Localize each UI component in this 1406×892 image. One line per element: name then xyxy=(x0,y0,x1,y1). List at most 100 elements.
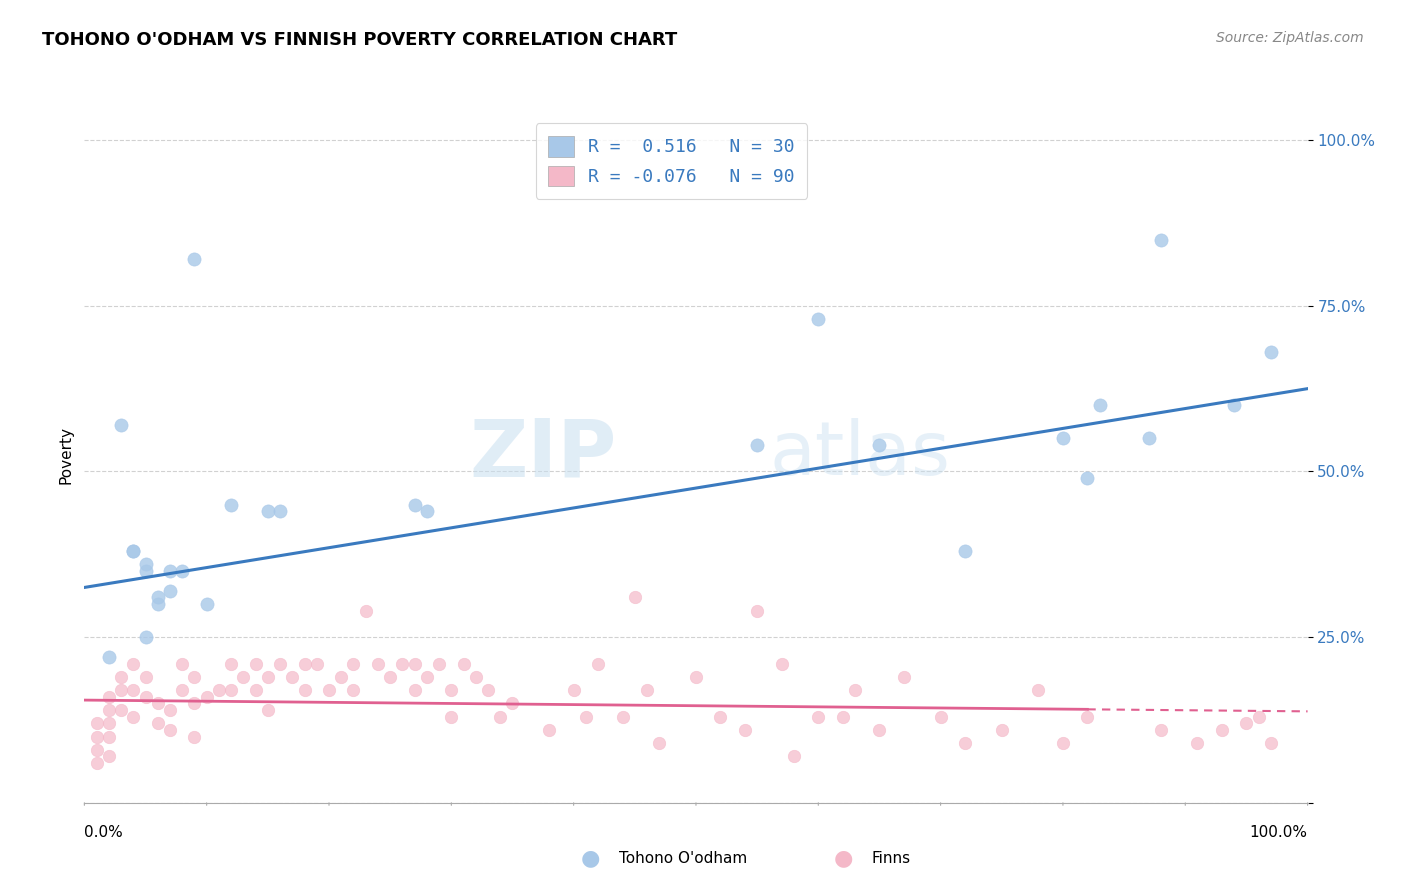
Point xyxy=(245,657,267,671)
Text: Tohono O'odham: Tohono O'odham xyxy=(619,851,747,865)
Point xyxy=(807,709,830,723)
Point xyxy=(146,597,169,611)
Point xyxy=(135,670,157,684)
Point xyxy=(294,683,316,698)
Point xyxy=(97,650,120,665)
Point xyxy=(122,683,145,698)
Point xyxy=(404,498,426,512)
Point xyxy=(97,716,120,731)
Point xyxy=(219,683,242,698)
Point xyxy=(1137,431,1160,445)
Point xyxy=(135,558,157,572)
Point xyxy=(391,657,413,671)
Point xyxy=(208,683,231,698)
Point xyxy=(538,723,561,737)
Point xyxy=(257,703,280,717)
Point xyxy=(269,657,291,671)
Point xyxy=(367,657,389,671)
Point xyxy=(110,683,132,698)
Point xyxy=(427,657,450,671)
Point xyxy=(747,604,769,618)
Point xyxy=(489,709,512,723)
Point xyxy=(159,564,181,578)
Point xyxy=(97,703,120,717)
Point xyxy=(1150,233,1173,247)
Point xyxy=(110,703,132,717)
Point xyxy=(257,504,280,518)
Point xyxy=(953,736,976,750)
Point xyxy=(159,583,181,598)
Point xyxy=(97,690,120,704)
Point xyxy=(1260,736,1282,750)
Point xyxy=(1211,723,1233,737)
Point xyxy=(86,743,108,757)
Point xyxy=(110,670,132,684)
Point xyxy=(440,709,463,723)
Point xyxy=(929,709,952,723)
Point xyxy=(135,690,157,704)
Point xyxy=(612,709,634,723)
Point xyxy=(1076,471,1098,485)
Point xyxy=(869,438,891,452)
Point xyxy=(122,544,145,558)
Point xyxy=(97,730,120,744)
Text: 100.0%: 100.0% xyxy=(1250,825,1308,840)
Point xyxy=(416,504,439,518)
Point xyxy=(146,697,169,711)
Point xyxy=(1187,736,1209,750)
Point xyxy=(624,591,647,605)
Point xyxy=(86,716,108,731)
Point xyxy=(1076,709,1098,723)
Point xyxy=(783,749,806,764)
Text: Source: ZipAtlas.com: Source: ZipAtlas.com xyxy=(1216,31,1364,45)
Point xyxy=(281,670,304,684)
Point xyxy=(172,683,194,698)
Point xyxy=(1028,683,1050,698)
Text: TOHONO O'ODHAM VS FINNISH POVERTY CORRELATION CHART: TOHONO O'ODHAM VS FINNISH POVERTY CORREL… xyxy=(42,31,678,49)
Point xyxy=(122,709,145,723)
Point xyxy=(734,723,756,737)
Point xyxy=(440,683,463,698)
Point xyxy=(342,683,364,698)
Text: Finns: Finns xyxy=(872,851,911,865)
Point xyxy=(1234,716,1257,731)
Y-axis label: Poverty: Poverty xyxy=(58,425,73,484)
Point xyxy=(122,657,145,671)
Point xyxy=(648,736,671,750)
Point xyxy=(1223,398,1246,412)
Point xyxy=(464,670,486,684)
Point xyxy=(195,690,218,704)
Point xyxy=(807,312,830,326)
Point xyxy=(269,504,291,518)
Point xyxy=(869,723,891,737)
Point xyxy=(172,564,194,578)
Point xyxy=(1260,345,1282,359)
Point xyxy=(416,670,439,684)
Point xyxy=(990,723,1012,737)
Point xyxy=(330,670,353,684)
Point xyxy=(135,630,157,644)
Point xyxy=(183,730,205,744)
Point xyxy=(1150,723,1173,737)
Point xyxy=(747,438,769,452)
Point xyxy=(453,657,475,671)
Text: 0.0%: 0.0% xyxy=(84,825,124,840)
Point xyxy=(354,604,377,618)
Point xyxy=(404,683,426,698)
Point xyxy=(844,683,866,698)
Point xyxy=(1052,431,1074,445)
Point xyxy=(245,683,267,698)
Point xyxy=(110,418,132,433)
Text: atlas: atlas xyxy=(769,418,950,491)
Point xyxy=(477,683,499,698)
Point xyxy=(636,683,658,698)
Point xyxy=(709,709,731,723)
Point xyxy=(404,657,426,671)
Text: ●: ● xyxy=(834,848,853,868)
Point xyxy=(770,657,793,671)
Point xyxy=(305,657,328,671)
Point xyxy=(586,657,609,671)
Point xyxy=(86,756,108,770)
Point xyxy=(183,670,205,684)
Point xyxy=(172,657,194,671)
